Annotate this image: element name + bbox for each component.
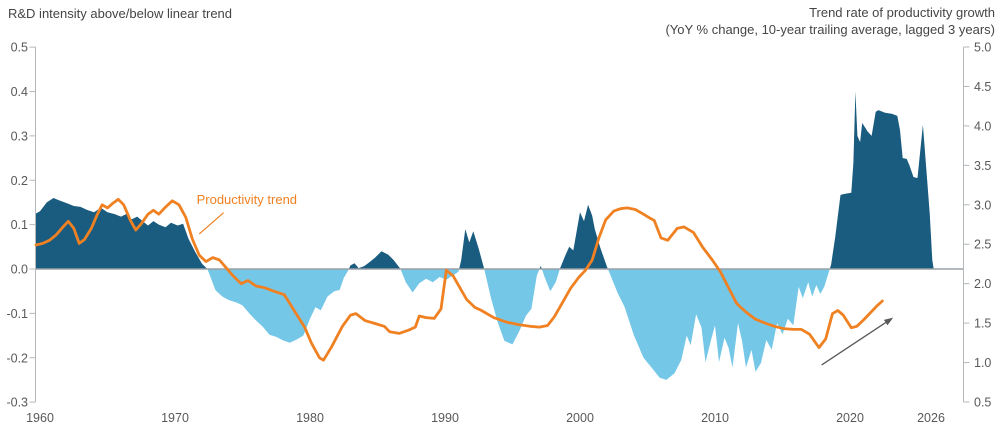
right-tick-label: 4.5 <box>974 80 991 94</box>
right-axis-title: Trend rate of productivity growth (YoY %… <box>665 4 995 38</box>
productivity-trend-line <box>34 197 884 362</box>
x-tick-label: 2026 <box>917 411 945 425</box>
right-tick-label: 3.0 <box>974 198 991 212</box>
x-tick-label: 2020 <box>836 411 864 425</box>
right-tick-label: 1.0 <box>974 356 991 370</box>
right-tick-label: 4.0 <box>974 119 991 133</box>
axes: 0.5 0.4 0.3 0.2 0.1 0.0 -0.1 -0.2 -0.3 5.0 4.5 4.0 3… <box>6 41 991 426</box>
left-tick-label: 0.4 <box>11 85 28 99</box>
rd-intensity-area <box>36 91 934 380</box>
x-tick-label: 2000 <box>566 411 594 425</box>
left-tick-label: -0.1 <box>6 307 28 321</box>
x-tick-label: 2010 <box>701 411 729 425</box>
right-axis-title-line1: Trend rate of productivity growth <box>809 5 995 20</box>
left-tick-label: 0.3 <box>11 129 28 143</box>
left-tick-label: -0.2 <box>6 351 28 365</box>
left-tick-label: 0.2 <box>11 174 28 188</box>
left-axis-title: R&D intensity above/below linear trend <box>8 6 233 21</box>
left-tick-label: -0.3 <box>6 396 28 410</box>
right-tick-label: 3.5 <box>974 159 991 173</box>
right-axis-title-line2: (YoY % change, 10-year trailing average,… <box>665 22 995 37</box>
area-above-trend <box>36 91 934 269</box>
x-tick-label: 1980 <box>296 411 324 425</box>
right-tick-label: 5.0 <box>974 41 991 55</box>
productivity-trend-label: Productivity trend <box>197 192 297 207</box>
left-tick-label: 0.0 <box>11 263 28 277</box>
right-tick-label: 2.5 <box>974 238 991 252</box>
x-tick-label: 1960 <box>26 411 54 425</box>
label-callout-line <box>198 212 224 235</box>
left-tick-label: 0.1 <box>11 218 28 232</box>
upturn-arrow-head <box>883 317 894 326</box>
left-tick-label: 0.5 <box>11 41 28 55</box>
x-tick-label: 1970 <box>161 411 189 425</box>
upturn-arrow-shaft <box>821 322 887 366</box>
right-tick-label: 2.0 <box>974 277 991 291</box>
area-below-trend <box>36 269 934 380</box>
right-tick-label: 1.5 <box>974 317 991 331</box>
right-tick-label: 0.5 <box>974 396 991 410</box>
x-tick-label: 1990 <box>431 411 459 425</box>
